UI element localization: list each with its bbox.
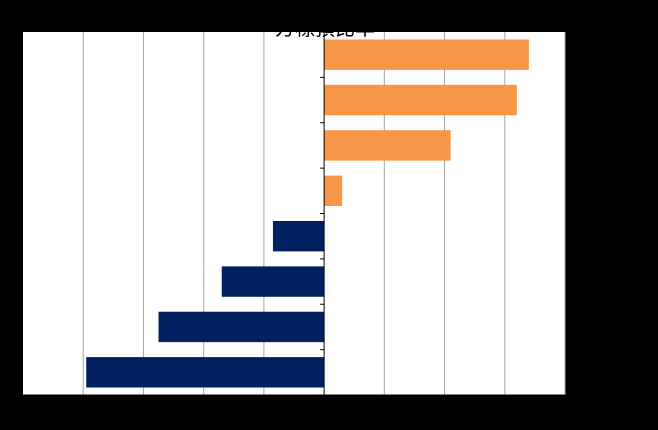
bar [324,39,529,70]
chart-title: 方標預比率 [275,16,375,40]
bar [221,266,325,297]
bar [324,175,343,207]
axes [22,31,566,399]
bar [158,311,325,343]
bar [86,357,325,388]
bar [324,130,451,161]
bar [324,84,517,116]
gridlines [82,32,566,395]
bars [86,39,529,388]
bar [272,220,325,252]
